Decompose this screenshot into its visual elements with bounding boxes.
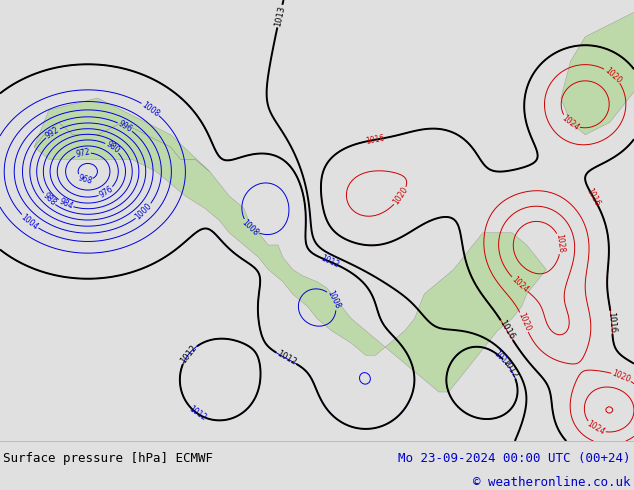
Text: 972: 972 [75,147,91,159]
Polygon shape [34,122,547,392]
Text: 1000: 1000 [134,201,154,221]
Text: 996: 996 [117,119,134,134]
Text: 1008: 1008 [326,290,342,311]
Text: Surface pressure [hPa] ECMWF: Surface pressure [hPa] ECMWF [3,452,213,465]
Text: 992: 992 [44,125,61,141]
Text: © weatheronline.co.uk: © weatheronline.co.uk [474,476,631,489]
Text: 1012: 1012 [179,343,199,365]
Polygon shape [34,98,210,172]
Text: 1008: 1008 [140,100,161,118]
Polygon shape [561,0,634,135]
Text: 1024: 1024 [509,274,529,294]
Text: 1028: 1028 [554,234,566,254]
Text: 984: 984 [57,196,74,211]
Text: 988: 988 [41,191,57,208]
Text: 1020: 1020 [516,312,532,333]
Text: 1020: 1020 [611,368,632,385]
Text: 968: 968 [77,173,93,186]
Text: 1024: 1024 [560,113,581,132]
Text: 1020: 1020 [392,186,410,207]
Text: 1012: 1012 [492,348,512,368]
Text: Mo 23-09-2024 00:00 UTC (00+24): Mo 23-09-2024 00:00 UTC (00+24) [398,452,631,465]
Text: 976: 976 [98,184,115,200]
Text: 1016: 1016 [365,133,385,146]
Text: 1012: 1012 [320,254,340,270]
Text: 980: 980 [104,140,121,155]
Text: 1016: 1016 [585,187,602,208]
Text: 1012: 1012 [187,404,207,422]
Text: 1004: 1004 [19,212,40,231]
Text: 1008: 1008 [240,218,261,238]
Text: 1012: 1012 [275,349,297,368]
Text: 1016: 1016 [498,319,516,342]
Text: 1024: 1024 [585,419,606,437]
Text: 1012: 1012 [501,357,520,380]
Text: 1016: 1016 [606,311,617,333]
Text: 1020: 1020 [603,65,623,85]
Text: 1013: 1013 [273,5,287,27]
